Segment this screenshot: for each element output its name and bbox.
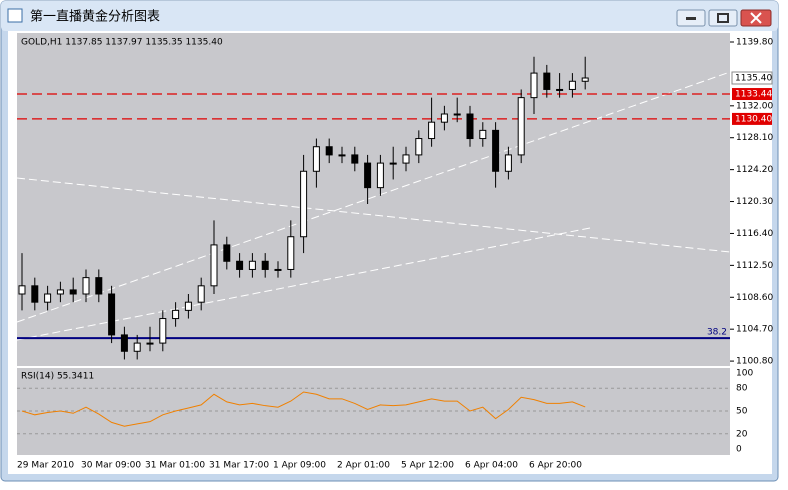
candle-body	[440, 113, 448, 123]
candle-body	[184, 301, 192, 311]
level-label: 1133.44	[735, 90, 772, 100]
rsi-tick-label: 80	[736, 384, 748, 394]
candle-body	[415, 138, 423, 156]
x-tick-label: 5 Apr 12:00	[401, 461, 454, 471]
candle-body	[146, 342, 154, 345]
candle-body	[376, 162, 384, 189]
candle-body	[351, 154, 359, 164]
fibo-label: 38.2	[707, 328, 727, 338]
trend-line	[16, 71, 731, 323]
candle-body	[428, 121, 436, 140]
candle-body	[287, 236, 295, 270]
chart-info: GOLD,H1 1137.85 1137.97 1135.35 1135.40	[21, 38, 223, 48]
candle-body	[530, 72, 538, 99]
candle-body	[56, 289, 64, 295]
candle-body	[325, 146, 333, 156]
window-title: 第一直播黄金分析图表	[30, 9, 160, 25]
candle-body	[453, 113, 461, 116]
y-tick-label: 1104.70	[736, 325, 773, 335]
candle-body	[466, 113, 474, 140]
candle-body	[44, 293, 52, 303]
title-bar	[1, 1, 778, 31]
y-tick-label: 1112.50	[736, 261, 773, 271]
x-tick-label: 1 Apr 09:00	[273, 461, 326, 471]
candle-body	[133, 342, 141, 352]
candle-body	[274, 268, 282, 271]
y-tick-label: 1124.20	[736, 165, 773, 175]
candle-body	[197, 285, 205, 303]
candle-body	[338, 154, 346, 157]
y-tick-label: 1139.80	[736, 38, 773, 48]
x-tick-label: 31 Mar 01:00	[145, 461, 205, 471]
window-icon	[7, 8, 23, 23]
candle-body	[479, 129, 487, 140]
rsi-tick-label: 100	[736, 369, 753, 379]
y-tick-label: 1116.40	[736, 229, 773, 239]
rsi-tick-label: 20	[736, 429, 748, 439]
x-tick-label: 29 Mar 2010	[17, 461, 74, 471]
candle-body	[248, 260, 256, 270]
candle-body	[556, 88, 564, 91]
candle-body	[31, 285, 39, 303]
current-price-box	[731, 71, 773, 85]
candle-body	[236, 260, 244, 270]
candle-body	[300, 170, 308, 238]
level-label-box	[732, 112, 772, 125]
candle-body	[108, 293, 116, 336]
maximize-button[interactable]	[708, 9, 738, 27]
x-tick-label: 31 Mar 17:00	[209, 461, 269, 471]
y-tick-label: 1132.00	[736, 101, 773, 111]
price-panel	[17, 33, 730, 366]
maximize-icon	[717, 13, 729, 23]
x-tick-label: 6 Apr 04:00	[465, 461, 518, 471]
candle-body	[210, 244, 218, 287]
candle-body	[492, 129, 500, 172]
candle-body	[18, 285, 26, 295]
candle-body	[312, 146, 320, 172]
x-tick-label: 2 Apr 01:00	[337, 461, 390, 471]
candle-body	[159, 318, 167, 344]
indicator-name: RSI(14) 55.3411	[21, 372, 94, 382]
y-tick-label: 1120.30	[736, 197, 773, 207]
minimize-icon	[686, 17, 696, 20]
candle-body	[504, 154, 512, 172]
candle-body	[69, 289, 77, 295]
candle-body	[402, 154, 410, 164]
rsi-line	[21, 391, 586, 427]
close-icon	[750, 12, 762, 24]
x-tick-label: 30 Mar 09:00	[81, 461, 141, 471]
candle-body	[517, 97, 525, 156]
y-tick-label: 1108.60	[736, 293, 773, 303]
candle-body	[95, 277, 103, 295]
candle-body	[82, 277, 90, 295]
current-price-label: 1135.40	[735, 74, 772, 84]
candle-body	[389, 162, 397, 165]
candle-body	[261, 260, 269, 270]
level-label-box	[732, 88, 772, 101]
candle-body	[568, 80, 576, 90]
candle-body	[120, 334, 128, 352]
rsi-tick-label: 0	[736, 445, 742, 455]
candle-body	[172, 309, 180, 320]
candle-body	[223, 244, 231, 262]
candle-body	[543, 72, 551, 90]
candle-body	[364, 162, 372, 189]
candle-body	[581, 77, 589, 82]
y-tick-label: 1100.80	[736, 357, 773, 367]
x-tick-label: 6 Apr 20:00	[529, 461, 582, 471]
y-tick-label: 1128.10	[736, 133, 773, 143]
level-label: 1130.40	[735, 114, 772, 124]
rsi-tick-label: 50	[736, 407, 748, 417]
